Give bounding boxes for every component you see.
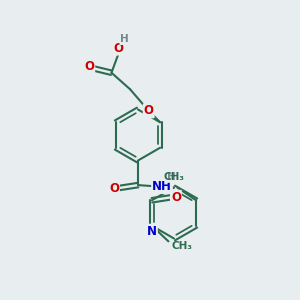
Text: O: O xyxy=(109,182,119,195)
Text: O: O xyxy=(171,191,181,204)
Text: H: H xyxy=(167,172,176,182)
Text: NH: NH xyxy=(152,180,172,193)
Text: CH₃: CH₃ xyxy=(171,241,192,251)
Text: O: O xyxy=(84,60,94,73)
Text: CH₃: CH₃ xyxy=(164,172,185,182)
Text: O: O xyxy=(144,104,154,117)
Text: O: O xyxy=(114,42,124,55)
Text: N: N xyxy=(147,225,157,238)
Text: H: H xyxy=(120,34,129,44)
